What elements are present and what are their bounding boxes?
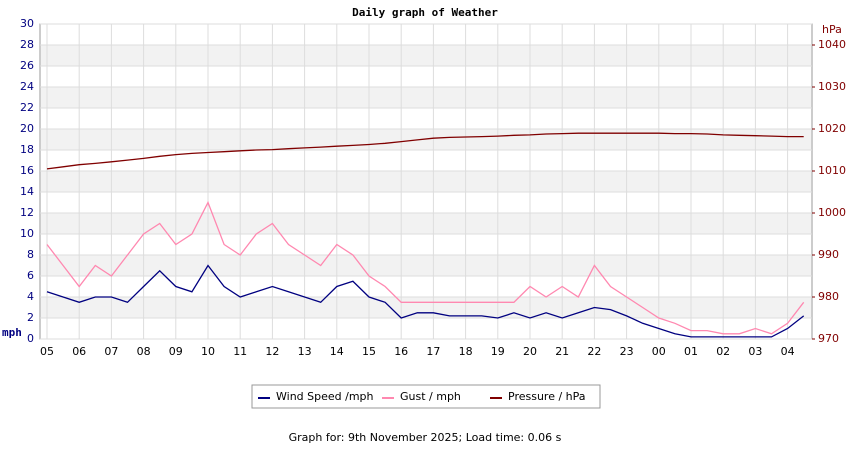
series-line: [46, 264, 805, 338]
y-tick-label: 18: [20, 143, 34, 156]
y-tick-label: 2: [27, 311, 34, 324]
y2-tick-label: 1040: [818, 38, 846, 51]
grid-band: [41, 171, 811, 192]
y-tick-label: 24: [20, 80, 34, 93]
y-tick-label: 8: [27, 248, 34, 261]
x-tick-label: 14: [330, 345, 344, 358]
x-tick-label: 12: [265, 345, 279, 358]
y-tick-label: 26: [20, 59, 34, 72]
chart-title: Daily graph of Weather: [352, 6, 498, 19]
y-tick-label: 6: [27, 269, 34, 282]
grid-band: [41, 255, 811, 276]
legend-label: Wind Speed /mph: [276, 390, 374, 403]
legend-label: Pressure / hPa: [508, 390, 586, 403]
legend-box: [251, 384, 601, 409]
y-tick-label: 10: [20, 227, 34, 240]
y-tick-label: 0: [27, 332, 34, 345]
y-tick-label: 20: [20, 122, 34, 135]
x-tick-label: 11: [233, 345, 247, 358]
x-tick-label: 20: [523, 345, 537, 358]
y2-tick-label: 970: [818, 332, 839, 345]
x-tick-label: 08: [137, 345, 151, 358]
x-tick-label: 15: [362, 345, 376, 358]
x-tick-label: 01: [684, 345, 698, 358]
y-tick-label: 28: [20, 38, 34, 51]
x-tick-label: 19: [491, 345, 505, 358]
y2-tick-label: 990: [818, 248, 839, 261]
y2-tick-label: 1020: [818, 122, 846, 135]
x-tick-label: 02: [716, 345, 730, 358]
y2-tick-label: 1030: [818, 80, 846, 93]
x-tick-label: 00: [652, 345, 666, 358]
x-tick-label: 06: [72, 345, 86, 358]
y-tick-label: 4: [27, 290, 34, 303]
x-tick-label: 18: [459, 345, 473, 358]
x-tick-label: 09: [169, 345, 183, 358]
x-tick-label: 22: [587, 345, 601, 358]
x-tick-label: 21: [555, 345, 569, 358]
grid-band: [41, 297, 811, 318]
y-axis-label: mph: [2, 326, 22, 339]
x-tick-label: 10: [201, 345, 215, 358]
y2-tick-label: 980: [818, 290, 839, 303]
x-tick-label: 17: [426, 345, 440, 358]
y-tick-label: 12: [20, 206, 34, 219]
y2-axis-label: hPa: [822, 23, 842, 36]
y-tick-label: 14: [20, 185, 34, 198]
grid-band: [41, 45, 811, 66]
x-tick-label: 07: [104, 345, 118, 358]
y-tick-label: 22: [20, 101, 34, 114]
x-tick-label: 03: [748, 345, 762, 358]
grid-band: [41, 213, 811, 234]
y-tick-label: 16: [20, 164, 34, 177]
x-tick-label: 13: [298, 345, 312, 358]
x-tick-label: 16: [394, 345, 408, 358]
y2-tick-label: 1010: [818, 164, 846, 177]
footer: Graph for: 9th November 2025; Load time:…: [289, 431, 562, 444]
series-line: [46, 132, 804, 170]
y-tick-label: 30: [20, 17, 34, 30]
series-line: [46, 200, 805, 335]
x-tick-label: 04: [781, 345, 795, 358]
grid-band: [41, 87, 811, 108]
x-tick-label: 23: [620, 345, 634, 358]
y2-tick-label: 1000: [818, 206, 846, 219]
x-tick-label: 05: [40, 345, 54, 358]
legend-label: Gust / mph: [400, 390, 461, 403]
